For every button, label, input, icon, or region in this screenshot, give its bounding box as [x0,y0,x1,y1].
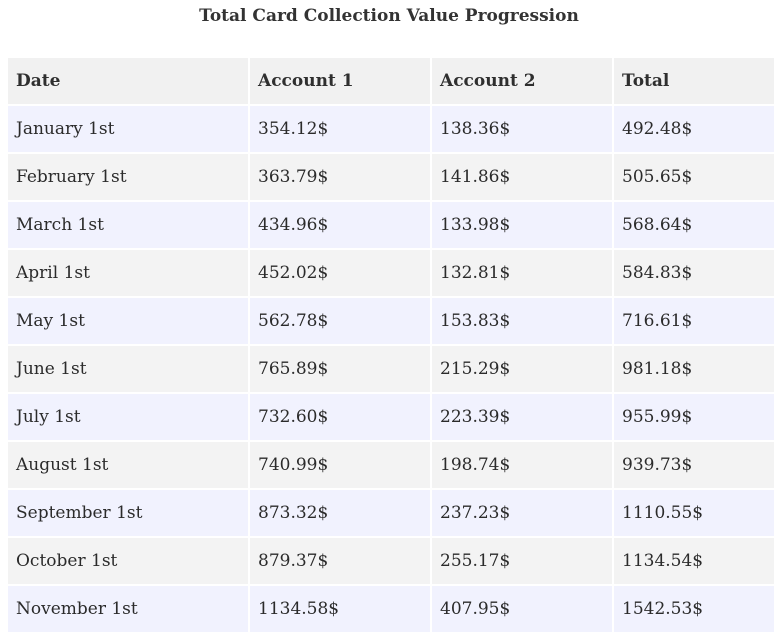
account-2-cell: 133.98$ [432,202,612,248]
account-2-cell: 255.17$ [432,538,612,584]
total-cell: 1110.55$ [614,490,774,536]
date-cell: March 1st [8,202,248,248]
account-2-cell: 153.83$ [432,298,612,344]
table-row: July 1st 732.60$ 223.39$ 955.99$ [8,394,774,440]
date-cell: August 1st [8,442,248,488]
account-2-cell: 198.74$ [432,442,612,488]
account-1-cell: 879.37$ [250,538,430,584]
table-row: October 1st 879.37$ 255.17$ 1134.54$ [8,538,774,584]
date-cell: September 1st [8,490,248,536]
account-1-cell: 873.32$ [250,490,430,536]
table-row: September 1st 873.32$ 237.23$ 1110.55$ [8,490,774,536]
account-2-cell: 138.36$ [432,106,612,152]
account-1-cell: 452.02$ [250,250,430,296]
total-cell: 716.61$ [614,298,774,344]
total-cell: 492.48$ [614,106,774,152]
date-cell: July 1st [8,394,248,440]
account-1-cell: 740.99$ [250,442,430,488]
account-2-cell: 223.39$ [432,394,612,440]
account-1-cell: 354.12$ [250,106,430,152]
table-header-row: Date Account 1 Account 2 Total [8,58,774,104]
account-1-cell: 765.89$ [250,346,430,392]
account-1-cell: 434.96$ [250,202,430,248]
collection-value-table: Date Account 1 Account 2 Total January 1… [6,56,776,634]
account-2-cell: 407.95$ [432,586,612,632]
date-cell: November 1st [8,586,248,632]
table-title: Total Card Collection Value Progression [199,6,579,26]
total-cell: 981.18$ [614,346,774,392]
header-account-2: Account 2 [432,58,612,104]
table-row: November 1st 1134.58$ 407.95$ 1542.53$ [8,586,774,632]
total-cell: 939.73$ [614,442,774,488]
total-cell: 584.83$ [614,250,774,296]
header-total: Total [614,58,774,104]
account-2-cell: 237.23$ [432,490,612,536]
date-cell: January 1st [8,106,248,152]
table-row: May 1st 562.78$ 153.83$ 716.61$ [8,298,774,344]
table-row: April 1st 452.02$ 132.81$ 584.83$ [8,250,774,296]
date-cell: February 1st [8,154,248,200]
table-row: August 1st 740.99$ 198.74$ 939.73$ [8,442,774,488]
date-cell: June 1st [8,346,248,392]
total-cell: 1542.53$ [614,586,774,632]
account-2-cell: 132.81$ [432,250,612,296]
date-cell: April 1st [8,250,248,296]
date-cell: October 1st [8,538,248,584]
account-1-cell: 562.78$ [250,298,430,344]
account-2-cell: 215.29$ [432,346,612,392]
account-1-cell: 732.60$ [250,394,430,440]
date-cell: May 1st [8,298,248,344]
total-cell: 568.64$ [614,202,774,248]
total-cell: 955.99$ [614,394,774,440]
account-2-cell: 141.86$ [432,154,612,200]
account-1-cell: 363.79$ [250,154,430,200]
account-1-cell: 1134.58$ [250,586,430,632]
table-row: June 1st 765.89$ 215.29$ 981.18$ [8,346,774,392]
total-cell: 1134.54$ [614,538,774,584]
table-row: February 1st 363.79$ 141.86$ 505.65$ [8,154,774,200]
header-account-1: Account 1 [250,58,430,104]
table-row: January 1st 354.12$ 138.36$ 492.48$ [8,106,774,152]
header-date: Date [8,58,248,104]
total-cell: 505.65$ [614,154,774,200]
table-row: March 1st 434.96$ 133.98$ 568.64$ [8,202,774,248]
